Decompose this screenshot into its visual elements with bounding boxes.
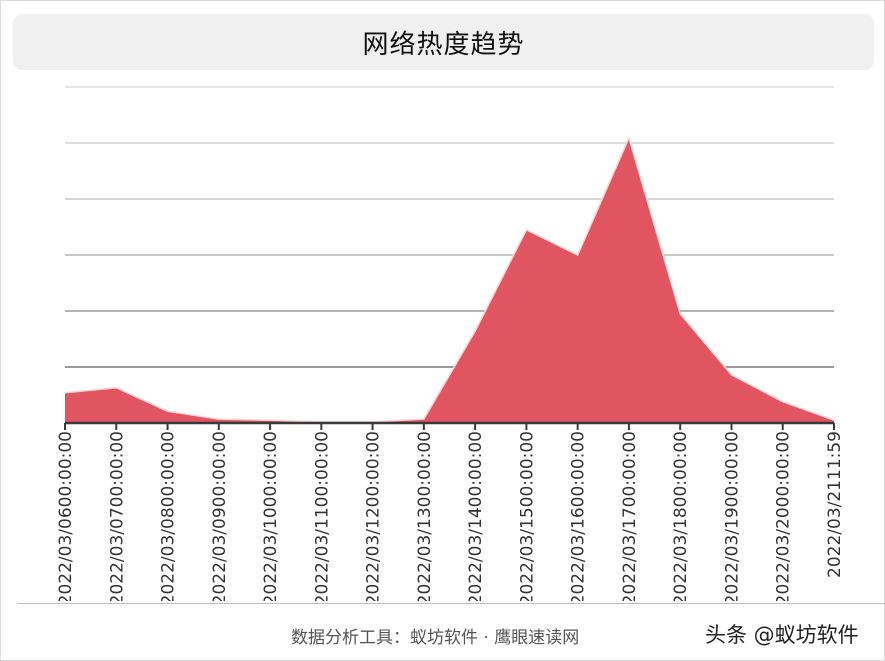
x-tick-label: 2022/03/1300:00:00 <box>415 431 435 601</box>
x-tick-label: 2022/03/1800:00:00 <box>671 431 691 601</box>
x-tick-label: 2022/03/1000:00:00 <box>261 431 281 601</box>
x-tick-label: 2022/03/1200:00:00 <box>364 431 384 601</box>
x-tick-label: 2022/03/2111:59 <box>825 431 845 578</box>
source-credit: 数据分析工具：蚁坊软件 · 鹰眼速读网 <box>291 628 580 648</box>
area-series <box>65 138 834 423</box>
title-bar: 网络热度趋势 <box>13 14 874 70</box>
footer-divider <box>17 603 885 604</box>
x-tick-label: 2022/03/0600:00:00 <box>56 431 76 601</box>
x-tick-label: 2022/03/0800:00:00 <box>159 431 179 601</box>
x-tick-label: 2022/03/1400:00:00 <box>466 431 486 601</box>
x-tick-label: 2022/03/1600:00:00 <box>569 431 589 601</box>
x-tick-label: 2022/03/1900:00:00 <box>722 431 742 601</box>
chart-title: 网络热度趋势 <box>362 29 525 60</box>
x-tick-label: 2022/03/1500:00:00 <box>517 431 537 601</box>
x-tick-label: 2022/03/2000:00:00 <box>774 431 794 601</box>
x-tick-label: 2022/03/1700:00:00 <box>620 431 640 601</box>
x-tick-label: 2022/03/1100:00:00 <box>312 431 332 601</box>
area-outline <box>64 135 835 423</box>
x-tick-label: 2022/03/0700:00:00 <box>107 431 127 601</box>
watermark: 头条 @蚁坊软件 <box>705 623 859 647</box>
area-chart: 2022/03/0600:00:00 2022/03/0700:00:00 2022… <box>56 86 845 601</box>
x-tick-label: 2022/03/0900:00:00 <box>210 431 230 601</box>
